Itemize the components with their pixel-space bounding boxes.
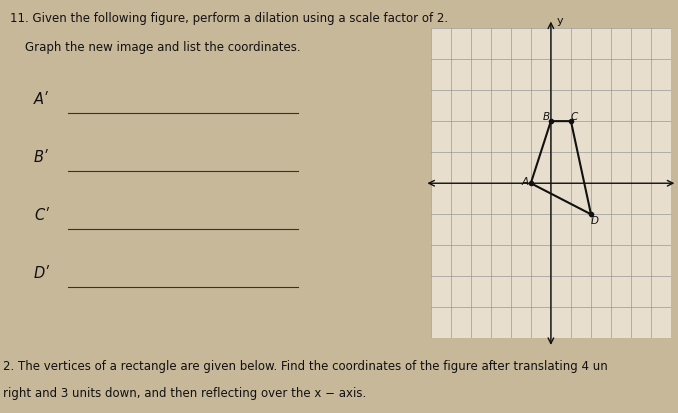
Text: Bʹ: Bʹ xyxy=(34,150,48,164)
Text: Cʹ: Cʹ xyxy=(34,207,48,222)
Text: y: y xyxy=(557,16,563,26)
Text: Graph the new image and list the coordinates.: Graph the new image and list the coordin… xyxy=(10,41,301,54)
Text: 11. Given the following figure, perform a dilation using a scale factor of 2.: 11. Given the following figure, perform … xyxy=(10,12,448,25)
Text: Dʹ: Dʹ xyxy=(34,265,49,280)
Text: Aʹ: Aʹ xyxy=(34,92,48,107)
Text: A: A xyxy=(521,176,529,186)
Text: right and 3 units down, and then reflecting over the x − axis.: right and 3 units down, and then reflect… xyxy=(3,386,367,399)
Text: 2. The vertices of a rectangle are given below. Find the coordinates of the figu: 2. The vertices of a rectangle are given… xyxy=(3,359,608,372)
Text: C: C xyxy=(571,112,578,122)
Text: B: B xyxy=(543,111,550,121)
Text: D: D xyxy=(591,215,599,225)
